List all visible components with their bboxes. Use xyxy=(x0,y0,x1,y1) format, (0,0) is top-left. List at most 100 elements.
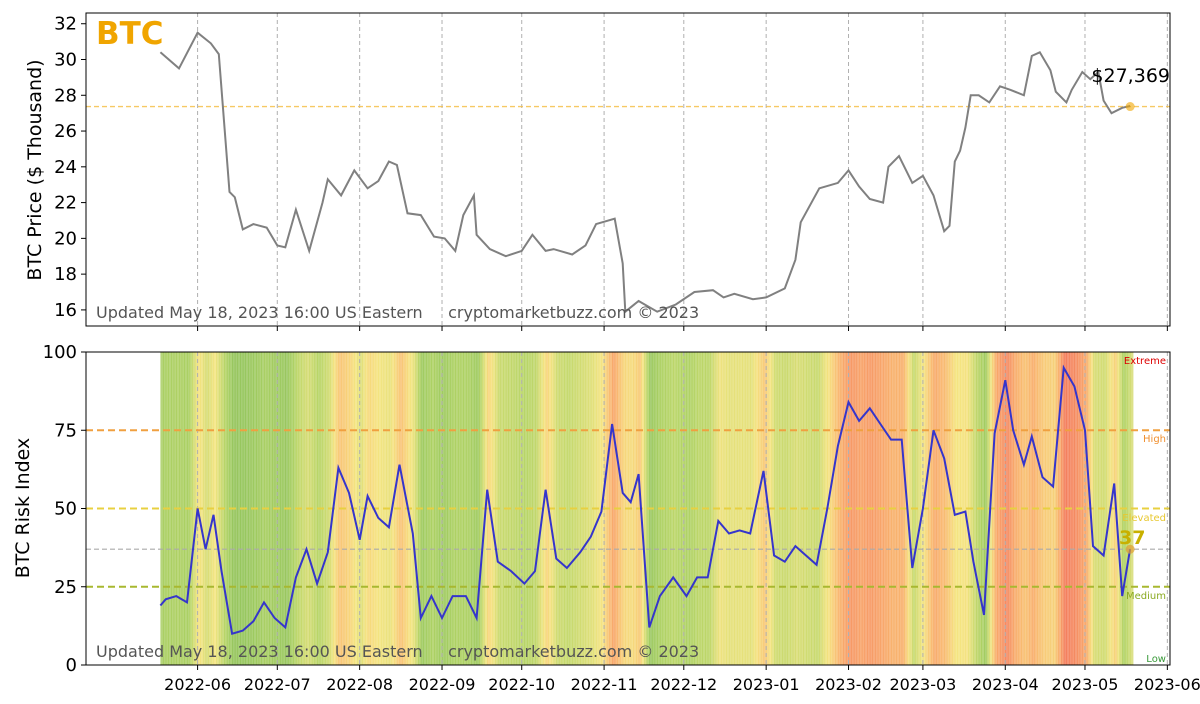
risk-band xyxy=(213,352,217,665)
risk-band xyxy=(787,352,791,665)
risk-band xyxy=(335,352,340,665)
risk-zone-label: Elevated xyxy=(1122,513,1166,524)
risk-band xyxy=(370,352,374,665)
risk-zone-labels: Extreme High Elevated Medium Low xyxy=(1122,356,1166,665)
risk-band xyxy=(1007,352,1012,665)
risk-band xyxy=(984,352,988,665)
risk-band xyxy=(556,352,560,665)
risk-band xyxy=(346,352,350,665)
risk-band xyxy=(928,352,932,665)
risk-x-tick-label: 2022-12 xyxy=(650,675,717,694)
price-y-tick-label: 18 xyxy=(54,264,77,285)
risk-band xyxy=(455,352,459,665)
risk-band xyxy=(853,352,858,665)
risk-band xyxy=(930,352,935,665)
risk-band xyxy=(1018,352,1022,665)
price-series-line xyxy=(159,31,1131,314)
risk-band xyxy=(378,352,382,665)
risk-zone-label: Low xyxy=(1146,654,1166,665)
risk-band xyxy=(819,352,823,665)
risk-x-tick-label: 2022-10 xyxy=(488,675,555,694)
risk-band xyxy=(1015,352,1020,665)
risk-x-tick-label: 2023-01 xyxy=(733,675,800,694)
price-gridlines xyxy=(197,13,1168,326)
risk-x-tick-label: 2022-07 xyxy=(244,675,311,694)
risk-band xyxy=(380,352,385,665)
risk-band xyxy=(434,352,438,665)
risk-band xyxy=(293,352,297,665)
risk-band xyxy=(1039,352,1044,665)
risk-band xyxy=(357,352,361,665)
risk-series-line xyxy=(159,364,1132,635)
risk-band xyxy=(391,352,395,665)
risk-band xyxy=(311,352,316,665)
risk-band xyxy=(248,352,252,665)
risk-band xyxy=(322,352,326,665)
risk-band xyxy=(290,352,294,665)
risk-plot-area xyxy=(86,364,1170,635)
price-y-tick-label: 28 xyxy=(54,85,77,106)
risk-x-tick-label: 2023-02 xyxy=(815,675,882,694)
risk-band xyxy=(468,352,472,665)
risk-band xyxy=(875,352,879,665)
risk-band xyxy=(301,352,305,665)
risk-x-tick-label: 2022-08 xyxy=(326,675,393,694)
price-y-tick-label: 30 xyxy=(54,50,77,71)
risk-band xyxy=(545,352,549,665)
risk-y-tick-label: 0 xyxy=(66,655,77,676)
risk-band xyxy=(1026,352,1030,665)
risk-x-tick-label: 2023-04 xyxy=(972,675,1039,694)
risk-band xyxy=(885,352,889,665)
risk-band xyxy=(962,352,967,665)
risk-zone-label: Extreme xyxy=(1124,356,1166,367)
risk-band xyxy=(171,352,175,665)
risk-y-axis-label: BTC Risk Index xyxy=(12,438,34,579)
risk-band xyxy=(941,352,945,665)
risk-band xyxy=(160,352,164,665)
risk-band xyxy=(843,352,847,665)
risk-band xyxy=(457,352,462,665)
risk-band xyxy=(245,352,249,665)
risk-band xyxy=(476,352,480,665)
risk-band xyxy=(784,352,789,665)
risk-x-tick-label: 2022-09 xyxy=(409,675,476,694)
risk-y-axis: 0 25 50 75 100 xyxy=(43,342,86,676)
risk-band xyxy=(675,352,680,665)
risk-band xyxy=(566,352,571,665)
price-y-axis: 16 18 20 22 24 26 28 30 32 xyxy=(54,14,86,321)
risk-y-tick-label: 100 xyxy=(43,342,77,363)
risk-band xyxy=(402,352,406,665)
current-risk-marker xyxy=(1125,544,1135,554)
risk-footer: Updated May 18, 2023 16:00 US Eastern cr… xyxy=(96,642,699,661)
risk-band xyxy=(742,352,746,665)
risk-band xyxy=(202,352,207,665)
risk-band xyxy=(314,352,318,665)
risk-band xyxy=(1029,352,1033,665)
risk-band xyxy=(1074,352,1078,665)
risk-band xyxy=(906,352,911,665)
risk-band xyxy=(861,352,866,665)
risk-band xyxy=(808,352,812,665)
risk-band xyxy=(1103,352,1107,665)
risk-band xyxy=(633,352,637,665)
risk-x-tick-label: 2023-06 xyxy=(1134,675,1200,694)
price-y-tick-label: 22 xyxy=(54,193,77,214)
risk-y-tick-label: 50 xyxy=(54,499,77,520)
risk-band xyxy=(917,352,921,665)
risk-band xyxy=(896,352,900,665)
risk-y-tick-label: 25 xyxy=(54,577,77,598)
risk-x-tick-label: 2023-05 xyxy=(1052,675,1119,694)
risk-band xyxy=(535,352,539,665)
risk-band xyxy=(731,352,735,665)
risk-band xyxy=(279,352,284,665)
price-y-tick-label: 32 xyxy=(54,14,77,35)
risk-band xyxy=(851,352,855,665)
risk-band xyxy=(500,352,504,665)
risk-band xyxy=(532,352,536,665)
risk-band xyxy=(622,352,626,665)
risk-band xyxy=(994,352,998,665)
risk-band xyxy=(763,352,767,665)
risk-x-tick-label: 2022-06 xyxy=(164,675,231,694)
risk-band xyxy=(643,352,648,665)
risk-band xyxy=(192,352,196,665)
